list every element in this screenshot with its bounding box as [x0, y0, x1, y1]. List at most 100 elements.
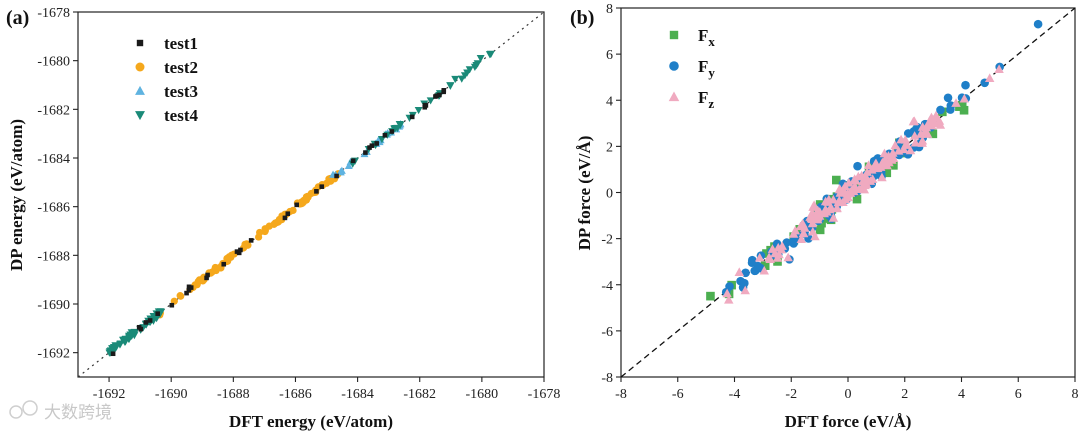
point-Fz: [798, 218, 808, 228]
a-x-tick-label: -1686: [279, 387, 312, 402]
point-Fz: [783, 252, 793, 262]
point-Fz: [926, 118, 937, 127]
b-x-tick-label: 0: [845, 387, 852, 402]
point-test4: [108, 347, 117, 356]
point-Fz: [828, 213, 839, 222]
b-y-tick-label: -8: [601, 371, 613, 386]
a-x-tick-label: -1692: [93, 387, 126, 402]
point-test1: [248, 238, 254, 243]
point-Fz: [824, 194, 834, 204]
point-test1: [285, 211, 291, 217]
point-test2: [213, 264, 221, 272]
point-Fz: [854, 184, 864, 193]
legend-label-sub: x: [708, 34, 715, 49]
legend-marker-Fy: [669, 61, 679, 71]
a-x-tick-label: -1684: [341, 387, 374, 402]
point-Fx: [928, 129, 938, 139]
legend-marker-Fx: [669, 30, 679, 40]
point-test1: [363, 150, 368, 155]
panel-b-x-axis-label: DFT force (eV/Å): [785, 412, 912, 431]
b-x-tick-label: 2: [901, 387, 908, 402]
point-Fz: [915, 129, 926, 138]
point-Fz: [808, 226, 818, 236]
point-Fz: [734, 267, 745, 276]
point-Fz: [909, 131, 920, 140]
point-Fy: [740, 278, 749, 288]
point-test4: [472, 61, 481, 70]
point-test4: [451, 75, 460, 84]
point-Fz: [908, 116, 919, 126]
point-test1: [155, 311, 160, 316]
point-test1: [204, 275, 209, 281]
point-Fz: [867, 164, 877, 174]
a-y-tick-label: -1678: [37, 6, 70, 21]
point-test1: [294, 202, 300, 208]
point-Fz: [888, 148, 898, 157]
point-Fy: [725, 282, 734, 291]
point-Fz: [722, 288, 732, 298]
point-Fz: [798, 228, 809, 237]
point-test1: [147, 318, 153, 323]
point-Fz: [754, 252, 765, 262]
point-Fz: [820, 204, 831, 214]
panel-b-y-ticks: -8 -6 -4 -2 0 2 4 6 8: [601, 2, 621, 386]
b-x-tick-label: -2: [785, 387, 797, 402]
b-y-tick-label: 4: [606, 94, 613, 109]
panel-b-points: [706, 19, 1043, 304]
point-Fz: [896, 134, 906, 144]
point-test4: [446, 82, 455, 90]
point-Fy: [943, 93, 953, 103]
point-Fx: [760, 261, 770, 270]
point-test1: [441, 89, 446, 95]
point-test1: [234, 249, 240, 254]
panel-a-label: (a): [6, 7, 29, 29]
point-test1: [409, 114, 415, 120]
point-Fy: [961, 80, 970, 90]
legend-label-main: F: [698, 26, 708, 45]
point-test1: [186, 287, 192, 293]
panel-a-plot-frame: [77, 11, 545, 378]
point-Fz: [893, 145, 904, 155]
point-Fx: [889, 161, 898, 170]
point-test1: [437, 92, 442, 98]
point-test3: [344, 161, 353, 170]
point-test3: [337, 166, 346, 174]
point-test4: [457, 75, 466, 83]
point-Fz: [826, 202, 836, 211]
point-test1: [169, 302, 175, 308]
point-Fz: [832, 203, 842, 213]
watermark-logo-icon: [9, 405, 23, 419]
point-Fy: [1033, 19, 1043, 29]
watermark-logo-icon-2: [22, 400, 38, 416]
panel-a-x-axis-label: DFT energy (eV/atom): [229, 412, 393, 431]
point-test2: [304, 192, 312, 201]
point-test2: [289, 206, 297, 214]
a-y-tick-label: -1688: [37, 249, 70, 264]
point-Fz: [790, 225, 801, 235]
point-test1: [389, 129, 395, 134]
b-y-tick-label: -4: [601, 279, 613, 294]
point-Fy: [936, 105, 945, 115]
point-Fz: [877, 157, 888, 167]
b-y-tick-label: 6: [606, 48, 613, 63]
legend-label-sub: y: [708, 65, 715, 80]
legend-label-sub: z: [708, 96, 714, 111]
point-test4: [156, 308, 165, 316]
a-y-tick-label: -1682: [37, 103, 70, 118]
point-Fz: [865, 176, 876, 185]
b-x-tick-label: 8: [1072, 387, 1079, 402]
point-test1: [110, 351, 116, 357]
point-test1: [334, 173, 339, 179]
point-test4: [476, 55, 485, 63]
point-Fz: [984, 73, 995, 82]
b-x-tick-label: 6: [1015, 387, 1022, 402]
point-Fz: [840, 181, 850, 191]
a-y-tick-label: -1686: [37, 201, 70, 216]
point-Fz: [765, 254, 775, 263]
point-Fz: [812, 212, 823, 222]
point-Fz: [959, 93, 970, 103]
point-Fz: [845, 188, 856, 197]
point-test1: [205, 272, 210, 278]
